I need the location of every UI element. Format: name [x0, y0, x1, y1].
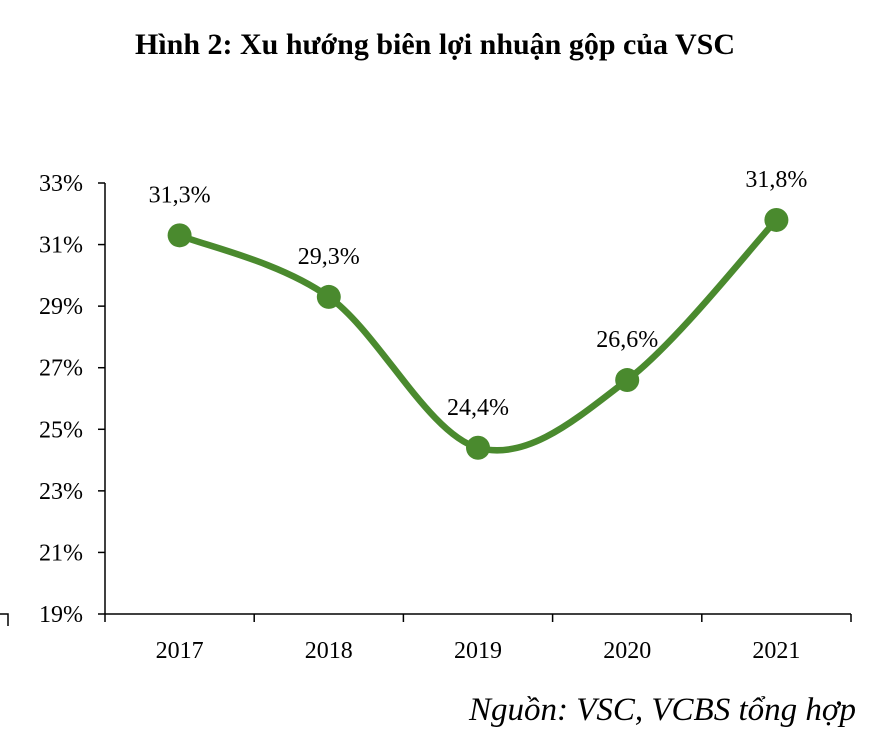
data-label-2019: 24,4% — [447, 395, 509, 421]
y-tick-label: 25% — [39, 417, 83, 443]
data-label-2020: 26,6% — [596, 327, 658, 353]
series-layer — [167, 207, 789, 460]
x-tick-label: 2018 — [305, 638, 353, 664]
axis-corner-mark — [0, 613, 9, 626]
x-tick-label: 2017 — [156, 638, 204, 664]
data-point-2017 — [167, 223, 192, 248]
x-tick-label: 2021 — [752, 638, 800, 664]
y-tick-label: 31% — [39, 233, 83, 259]
data-point-2020 — [615, 368, 640, 393]
y-tick-label: 21% — [39, 540, 83, 566]
y-tick-label: 27% — [39, 356, 83, 382]
chart-plot: 19% 21% 23% 25% 27% 29% 31% 33% 2017 2018 2019 2020… — [0, 167, 852, 664]
y-tick-label: 23% — [39, 479, 83, 505]
y-tick-label: 19% — [39, 602, 83, 628]
data-labels: 31,3% 29,3% 24,4% 26,6% 31,8% — [149, 167, 808, 421]
data-point-2021 — [764, 207, 789, 232]
y-tick-label: 29% — [39, 294, 83, 320]
source-note: Nguồn: VSC, VCBS tổng hợp — [468, 692, 856, 728]
data-point-2018 — [316, 284, 341, 309]
x-tick-label: 2019 — [454, 638, 502, 664]
chart-title: Hình 2: Xu hướng biên lợi nhuận gộp của … — [134, 28, 736, 61]
y-tick-label: 33% — [39, 171, 83, 197]
axes: 19% 21% 23% 25% 27% 29% 31% 33% 2017 2018 2019 2020… — [0, 171, 852, 664]
data-point-2019 — [466, 435, 490, 460]
data-label-2021: 31,8% — [745, 167, 807, 193]
x-tick-label: 2020 — [603, 638, 651, 664]
data-label-2018: 29,3% — [298, 244, 360, 270]
data-label-2017: 31,3% — [149, 182, 211, 208]
